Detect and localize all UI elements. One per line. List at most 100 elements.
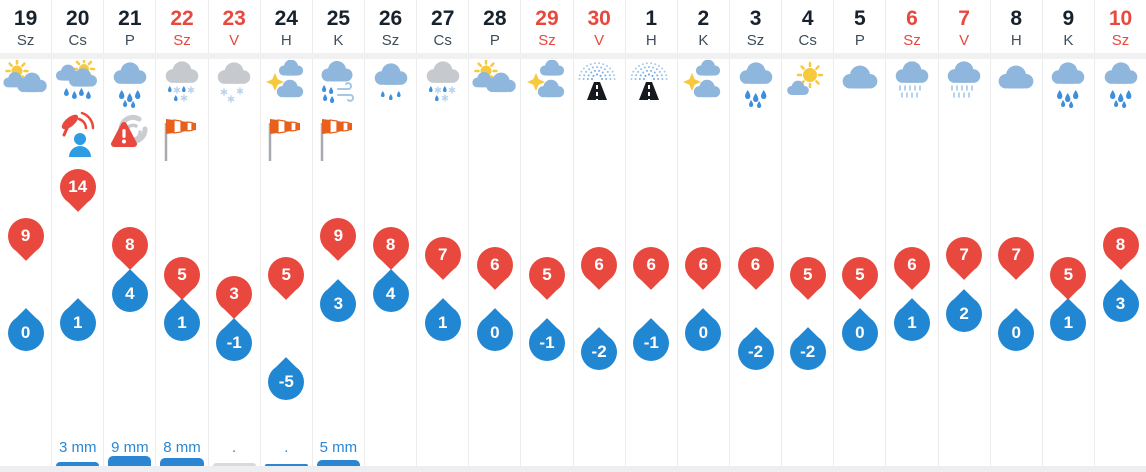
day-number: 2 <box>697 7 710 30</box>
forecast-day-column[interactable]: 6 Sz 6 1 <box>886 0 939 472</box>
high-temp-marker: 6 <box>633 246 670 283</box>
high-temp-marker: 5 <box>1050 256 1087 293</box>
weather-icon-cloud-rain <box>731 60 781 110</box>
warning-icon-windsock <box>159 108 205 166</box>
forecast-day-column[interactable]: 9 K 5 1 <box>1043 0 1095 472</box>
day-of-week: K <box>1063 32 1074 49</box>
low-temp-marker: 0 <box>841 315 878 351</box>
weather-icon-sun-between-clouds <box>261 60 311 110</box>
high-temp-marker: 6 <box>476 246 513 283</box>
forecast-day-column[interactable]: 25 K 9 3 5 mm <box>313 0 365 472</box>
day-number: 29 <box>535 7 559 30</box>
weather-icon-cloud-rain <box>1096 60 1146 110</box>
day-of-week: Sz <box>538 32 556 49</box>
high-temp-marker: 5 <box>841 256 878 293</box>
day-number: 26 <box>378 7 403 30</box>
day-of-week: H <box>1010 32 1022 49</box>
weather-icon-fog <box>574 60 624 110</box>
forecast-day-column[interactable]: 24 H 5 -5 . <box>261 0 313 472</box>
precipitation-bar <box>160 458 204 466</box>
precipitation-label: 3 mm <box>58 439 97 456</box>
precipitation-bar <box>316 460 360 466</box>
warning-icon-alert <box>55 108 101 166</box>
forecast-day-column[interactable]: 8 H 7 0 <box>991 0 1043 472</box>
weather-icon-cloud-drizzle <box>939 60 989 110</box>
high-temp-marker: 14 <box>59 169 96 206</box>
weather-icon-cloud-light-rain <box>366 60 416 110</box>
high-temp-marker: 5 <box>789 256 826 293</box>
weather-icon-cloud-drizzle <box>887 60 937 110</box>
low-temp-marker: 0 <box>685 315 722 351</box>
low-temp-marker: -5 <box>268 363 305 400</box>
forecast-day-column[interactable]: 5 P 5 0 <box>834 0 887 472</box>
bottom-divider <box>0 466 1146 472</box>
forecast-day-column[interactable]: 23 V 3 -1 . <box>209 0 261 472</box>
day-number: 20 <box>66 7 90 30</box>
low-temp-marker: 1 <box>424 305 461 342</box>
forecast-day-column[interactable]: 19 Sz 9 0 <box>0 0 53 472</box>
day-number: 27 <box>431 7 455 30</box>
forecast-day-column[interactable]: 30 V 6 -2 <box>574 0 626 472</box>
forecast-day-column[interactable]: 27 Cs 7 1 <box>417 0 470 472</box>
day-of-week: H <box>280 32 292 49</box>
weather-icon-cloud-snow <box>209 60 259 110</box>
low-temp-marker: -2 <box>737 334 774 371</box>
warning-icon-windsock <box>315 108 361 166</box>
low-temp-marker: -2 <box>789 334 826 371</box>
weather-icon-cloud <box>991 60 1041 110</box>
weather-icon-sun-clouds <box>470 60 520 110</box>
weather-icon-cloud-rain <box>105 60 155 110</box>
high-temp-marker: 9 <box>320 217 357 254</box>
day-number: 19 <box>13 7 38 30</box>
forecast-day-column[interactable]: 3 Sz 6 -2 <box>730 0 783 472</box>
weather-icon-sun-between-clouds <box>678 60 728 110</box>
forecast-day-column[interactable]: 20 Cs 14 1 3 mm <box>52 0 105 472</box>
forecast-day-column[interactable]: 21 P 8 4 9 mm <box>104 0 157 472</box>
day-of-week: Sz <box>173 32 191 49</box>
low-temp-marker: 0 <box>998 315 1035 351</box>
weather-icon-cloud-rain <box>1043 60 1093 110</box>
forecast-day-column[interactable]: 2 K 6 0 <box>678 0 730 472</box>
precipitation-bar <box>56 462 100 466</box>
day-of-week: P <box>854 32 865 49</box>
low-temp-marker: -2 <box>581 334 618 371</box>
day-number: 9 <box>1062 7 1075 30</box>
forecast-day-column[interactable]: 22 Sz 5 1 8 mm <box>156 0 209 472</box>
day-number: 28 <box>483 7 507 30</box>
precipitation-label: . <box>284 439 289 456</box>
low-temp-marker: 3 <box>1102 285 1139 322</box>
forecast-day-column[interactable]: 7 V 7 2 <box>939 0 991 472</box>
low-temp-marker: 2 <box>946 295 983 332</box>
precipitation-label: . <box>232 439 237 456</box>
low-temp-marker: 0 <box>476 315 513 351</box>
day-of-week: P <box>124 32 135 49</box>
high-temp-marker: 8 <box>1102 227 1139 264</box>
day-number: 6 <box>906 7 918 30</box>
low-temp-marker: 0 <box>7 315 44 351</box>
weather-icon-cloud-sleet <box>157 60 207 110</box>
high-temp-marker: 7 <box>424 237 461 274</box>
forecast-day-column[interactable]: 10 Sz 8 3 <box>1095 0 1146 472</box>
day-of-week: V <box>594 32 605 49</box>
warning-icon-storm <box>107 108 153 166</box>
forecast-day-column[interactable]: 4 Cs 5 -2 <box>782 0 835 472</box>
weather-icon-sun-between-clouds <box>522 60 572 110</box>
forecast-day-column[interactable]: 29 Sz 5 -1 <box>521 0 574 472</box>
day-number: 1 <box>645 7 658 30</box>
forecast-day-column[interactable]: 28 P 6 0 <box>469 0 522 472</box>
day-number: 23 <box>222 7 246 30</box>
day-of-week: Sz <box>1111 32 1130 49</box>
day-number: 7 <box>958 7 970 30</box>
precipitation-label: 8 mm <box>163 439 201 456</box>
forecast-day-column[interactable]: 26 Sz 8 4 <box>365 0 418 472</box>
forecast-day-column[interactable]: 1 H 6 -1 <box>626 0 678 472</box>
day-number: 8 <box>1010 7 1023 30</box>
day-of-week: Cs <box>433 32 452 49</box>
low-temp-marker: -1 <box>528 324 565 361</box>
precipitation-bar <box>264 464 308 466</box>
weather-icon-fog <box>626 60 676 110</box>
low-temp-marker: 1 <box>1050 305 1087 342</box>
low-temp-marker: 4 <box>372 276 409 313</box>
high-temp-marker: 8 <box>111 227 148 264</box>
